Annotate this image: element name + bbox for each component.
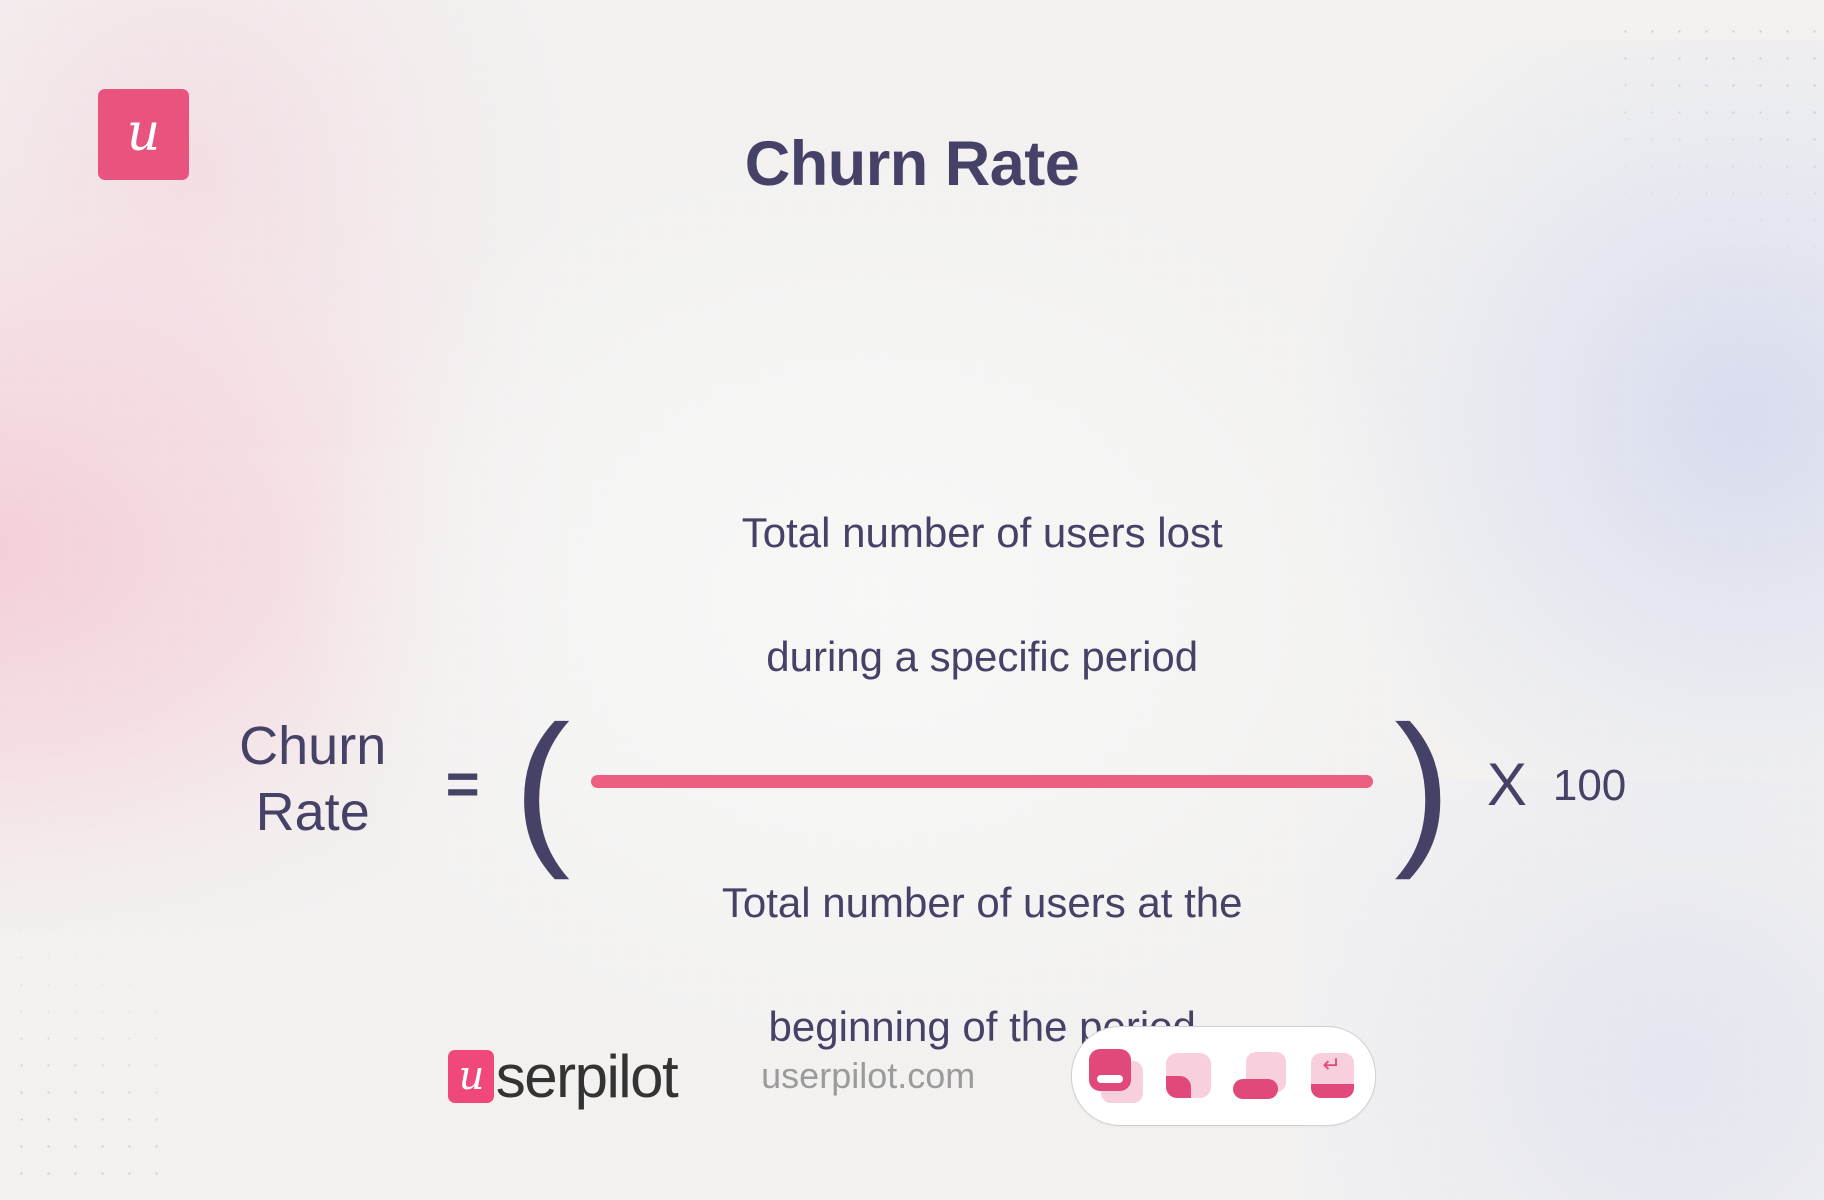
background-wash-pink-topleft [0, 0, 560, 450]
slideout-pattern-icon [1161, 1049, 1215, 1103]
formula-row: Churn Rate = ( Total number of users los… [0, 440, 1824, 1121]
slideout-icon-corner [1165, 1076, 1191, 1098]
equals-sign: = [445, 751, 480, 817]
fraction: Total number of users lost during a spec… [582, 440, 1382, 1121]
page-title: Churn Rate [744, 129, 1080, 200]
fraction-bar [591, 774, 1374, 788]
wordmark-text: serpilot [495, 1042, 679, 1110]
wordmark-u-badge-icon: u [447, 1049, 494, 1103]
formula-left-hand-side: Churn Rate [198, 714, 428, 846]
site-url: userpilot.com [761, 1055, 976, 1096]
enter-arrow-icon: ↵ [1322, 1052, 1341, 1077]
denominator-line-1: Total number of users at the [721, 878, 1243, 926]
footer: u serpilot userpilot.com [0, 1026, 1824, 1126]
banner-pattern-icon [1232, 1049, 1287, 1103]
userpilot-wordmark: u serpilot [447, 1042, 679, 1111]
userpilot-logo-icon: u [98, 89, 189, 180]
lhs-line-2: Rate [255, 782, 370, 843]
numerator-line-2: during a specific period [766, 633, 1199, 681]
modal-icon-bar [1096, 1075, 1123, 1083]
banner-icon-bar [1232, 1079, 1278, 1099]
numerator-line-1: Total number of users lost [741, 509, 1223, 557]
numerator: Total number of users lost during a spec… [742, 440, 1223, 751]
enter-icon-plate [1310, 1053, 1354, 1098]
modal-pattern-icon [1088, 1049, 1143, 1103]
logo-mark-letter: u [126, 102, 161, 163]
enter-icon-footbar [1310, 1084, 1354, 1098]
lhs-line-1: Churn [239, 716, 387, 777]
multiplication-sign: X [1486, 750, 1527, 818]
modal-icon-frontplate [1088, 1049, 1131, 1091]
multiplier-value: 100 [1552, 761, 1627, 811]
ui-pattern-icon-group: ↵ [1071, 1026, 1377, 1126]
checklist-enter-pattern-icon: ↵ [1305, 1049, 1359, 1103]
